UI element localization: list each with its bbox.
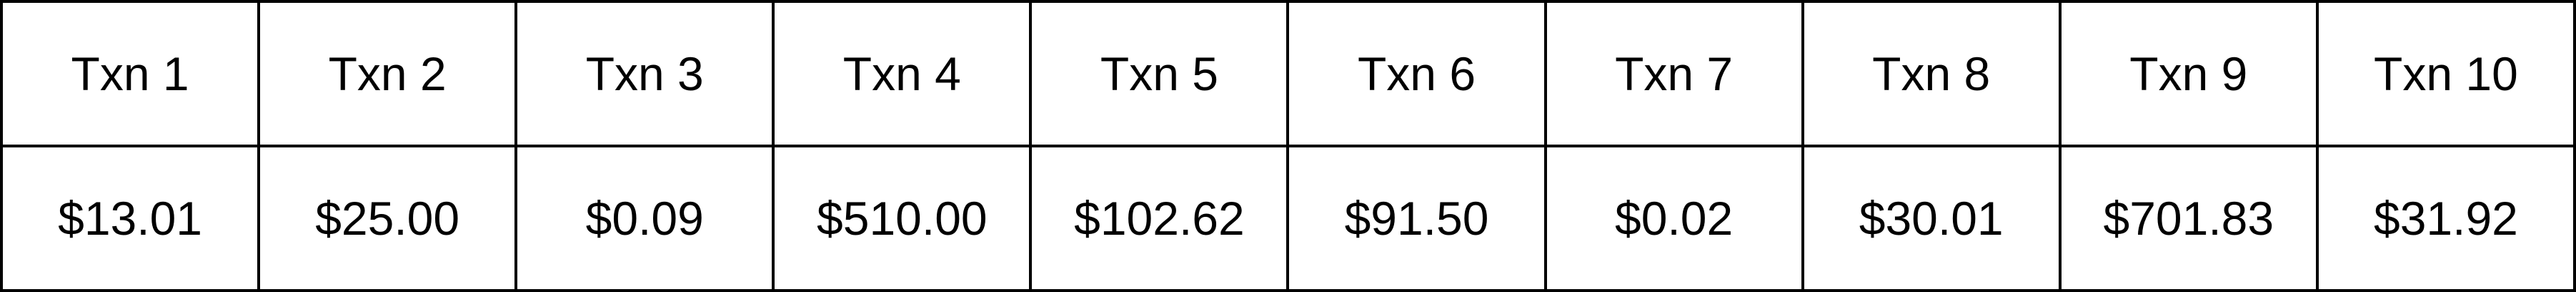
value-cell-txn-5: $102.62 — [1029, 145, 1290, 292]
header-cell-txn-10: Txn 10 — [2315, 0, 2576, 147]
header-cell-txn-1: Txn 1 — [0, 0, 261, 147]
header-cell-txn-6: Txn 6 — [1286, 0, 1547, 147]
value-cell-txn-9: $701.83 — [2058, 145, 2319, 292]
value-cell-txn-2: $25.00 — [257, 145, 518, 292]
header-row: Txn 1 Txn 2 Txn 3 Txn 4 Txn 5 Txn 6 Txn … — [0, 0, 2576, 147]
value-cell-txn-6: $91.50 — [1286, 145, 1547, 292]
header-cell-txn-8: Txn 8 — [1801, 0, 2062, 147]
header-cell-txn-4: Txn 4 — [772, 0, 1033, 147]
header-cell-txn-9: Txn 9 — [2058, 0, 2319, 147]
value-cell-txn-10: $31.92 — [2315, 145, 2576, 292]
value-cell-txn-8: $30.01 — [1801, 145, 2062, 292]
value-cell-txn-1: $13.01 — [0, 145, 261, 292]
value-cell-txn-4: $510.00 — [772, 145, 1033, 292]
header-cell-txn-7: Txn 7 — [1543, 0, 1804, 147]
value-row: $13.01 $25.00 $0.09 $510.00 $102.62 $91.… — [0, 145, 2576, 292]
header-cell-txn-5: Txn 5 — [1029, 0, 1290, 147]
value-cell-txn-3: $0.09 — [514, 145, 775, 292]
header-cell-txn-3: Txn 3 — [514, 0, 775, 147]
value-cell-txn-7: $0.02 — [1543, 145, 1804, 292]
header-cell-txn-2: Txn 2 — [257, 0, 518, 147]
